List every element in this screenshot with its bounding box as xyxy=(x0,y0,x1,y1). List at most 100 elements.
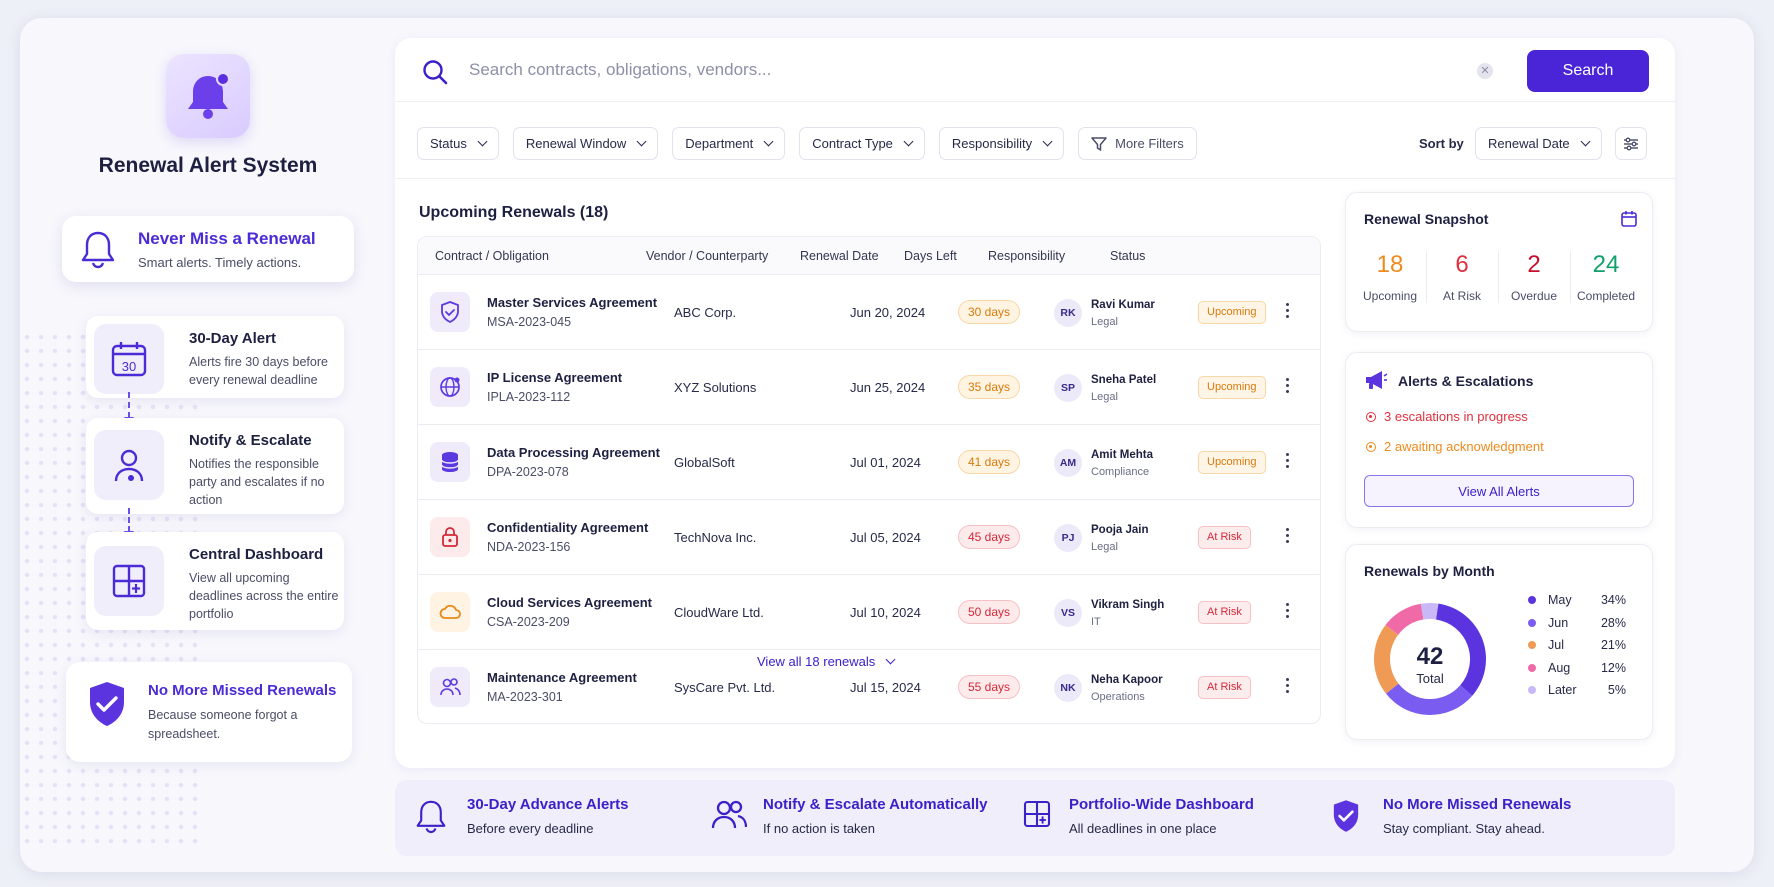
calendar-icon[interactable] xyxy=(1620,210,1638,228)
contract-name[interactable]: Master Services Agreement xyxy=(487,295,658,310)
filter-contract-type[interactable]: Contract Type xyxy=(799,127,925,160)
status-badge: Upcoming xyxy=(1198,376,1266,399)
legend-label: Aug xyxy=(1548,660,1571,675)
clear-search-icon[interactable]: ✕ xyxy=(1477,63,1493,79)
hero-card: Never Miss a Renewal Smart alerts. Timel… xyxy=(62,216,354,282)
step-card-notify-escalate: Notify & Escalate Notifies the responsib… xyxy=(86,418,344,514)
renewals-by-month-card: Renewals by Month 42 Total May 34% Jun 2… xyxy=(1345,544,1653,740)
days-left-badge: 41 days xyxy=(958,450,1021,474)
alert-line-awaiting[interactable]: 2 awaiting acknowledgment xyxy=(1366,439,1544,454)
step-title: Notify & Escalate xyxy=(189,432,312,449)
vendor-name: GlobalSoft xyxy=(674,455,735,470)
search-button[interactable]: Search xyxy=(1527,50,1649,92)
row-menu-icon[interactable] xyxy=(1286,678,1290,696)
donut-slice-jun[interactable] xyxy=(1385,683,1473,715)
responsible-person: Vikram Singh xyxy=(1091,599,1165,611)
more-filters-button[interactable]: More Filters xyxy=(1078,127,1197,160)
column-header[interactable]: Vendor / Counterparty xyxy=(646,249,769,263)
responsible-person: Neha Kapoor xyxy=(1091,674,1163,686)
step-card-30-day-alert: 30 30-Day Alert Alerts fire 30 days befo… xyxy=(86,316,344,398)
snapshot-stat[interactable]: 6 At Risk xyxy=(1426,251,1498,303)
responsible-department: Legal xyxy=(1091,391,1118,403)
view-all-renewals-link[interactable]: View all 18 renewals xyxy=(757,654,896,669)
contract-id: DPA-2023-078 xyxy=(487,465,569,479)
megaphone-icon xyxy=(1366,371,1388,389)
users-icon xyxy=(430,667,470,707)
search-input[interactable] xyxy=(469,54,1319,86)
contract-name[interactable]: Cloud Services Agreement xyxy=(487,595,652,610)
filter-responsibility[interactable]: Responsibility xyxy=(938,127,1065,160)
row-menu-icon[interactable] xyxy=(1286,603,1290,621)
table-row[interactable]: Master Services Agreement MSA-2023-045 A… xyxy=(418,275,1320,350)
flow-arrow xyxy=(124,392,134,424)
promise-card: No More Missed Renewals Because someone … xyxy=(66,662,352,762)
table-row[interactable]: Data Processing Agreement DPA-2023-078 G… xyxy=(418,425,1320,500)
view-all-alerts-button[interactable]: View All Alerts xyxy=(1364,475,1634,507)
lock-icon xyxy=(430,517,470,557)
vendor-name: TechNova Inc. xyxy=(674,530,757,545)
contract-name[interactable]: IP License Agreement xyxy=(487,370,623,385)
sort-select[interactable]: Renewal Date xyxy=(1475,127,1602,160)
vendor-name: XYZ Solutions xyxy=(674,380,757,395)
donut-slice-may[interactable] xyxy=(1435,603,1486,696)
legend-percent: 28% xyxy=(1600,615,1626,630)
filter-renewal-window[interactable]: Renewal Window xyxy=(512,127,659,160)
column-header[interactable]: Days Left xyxy=(904,249,957,263)
snapshot-stat[interactable]: 2 Overdue xyxy=(1498,251,1570,303)
promise-subtitle: Because someone forgot a spreadsheet. xyxy=(148,708,298,741)
legend-swatch xyxy=(1528,641,1536,649)
chevron-down-icon xyxy=(903,136,914,147)
calendar-30-icon: 30 xyxy=(94,324,164,394)
contract-name[interactable]: Maintenance Agreement xyxy=(487,670,637,685)
column-header[interactable]: Renewal Date xyxy=(800,249,879,263)
alert-dot-icon xyxy=(1366,441,1376,452)
legend-label: Later xyxy=(1548,683,1577,697)
chart-center-value: 42 xyxy=(1416,643,1444,670)
table-row[interactable]: Cloud Services Agreement CSA-2023-209 Cl… xyxy=(418,575,1320,650)
app-title: Renewal Alert System xyxy=(98,154,318,177)
column-header[interactable]: Contract / Obligation xyxy=(435,249,549,263)
contract-name[interactable]: Confidentiality Agreement xyxy=(487,520,649,535)
table-row[interactable]: IP License Agreement IPLA-2023-112 XYZ S… xyxy=(418,350,1320,425)
donut-slice-jul[interactable] xyxy=(1374,624,1399,694)
status-badge: At Risk xyxy=(1198,601,1251,624)
column-header[interactable]: Status xyxy=(1110,249,1146,263)
row-menu-icon[interactable] xyxy=(1286,528,1290,546)
table-row[interactable]: Confidentiality Agreement NDA-2023-156 T… xyxy=(418,500,1320,575)
status-badge: At Risk xyxy=(1198,676,1251,699)
contract-id: IPLA-2023-112 xyxy=(487,390,571,404)
row-menu-icon[interactable] xyxy=(1286,303,1290,321)
alert-line-escalations[interactable]: 3 escalations in progress xyxy=(1366,409,1528,424)
filter-status[interactable]: Status xyxy=(417,127,499,160)
renewals-section-title: Upcoming Renewals (18) xyxy=(419,204,609,221)
table-row[interactable]: Maintenance Agreement MA-2023-301 SysCar… xyxy=(418,650,1320,723)
alerts-escalations-card: Alerts & Escalations 3 escalations in pr… xyxy=(1345,352,1653,528)
column-header[interactable]: Responsibility xyxy=(988,249,1066,263)
contract-id: CSA-2023-209 xyxy=(487,615,570,629)
step-card-central-dashboard: Central Dashboard View all upcoming dead… xyxy=(86,532,344,630)
stat-label: At Risk xyxy=(1442,289,1481,303)
database-icon xyxy=(430,442,470,482)
divider xyxy=(1498,251,1499,303)
legend-percent: 5% xyxy=(1607,683,1626,697)
main-panel: ✕ Search Status Renewal Window Departmen… xyxy=(395,38,1675,768)
flow-arrow xyxy=(124,508,134,538)
legend-label: Jul xyxy=(1548,638,1564,652)
column-settings-button[interactable] xyxy=(1615,127,1647,160)
snapshot-stat[interactable]: 18 Upcoming xyxy=(1354,251,1426,303)
donut-slice-aug[interactable] xyxy=(1385,603,1424,635)
dashboard-grid-icon xyxy=(1023,800,1051,828)
responsible-person: Amit Mehta xyxy=(1091,449,1153,461)
donut-slice-later[interactable] xyxy=(1420,603,1439,620)
step-title: Central Dashboard xyxy=(189,546,324,563)
person-alert-icon xyxy=(94,430,164,500)
legend-percent: 12% xyxy=(1600,660,1626,675)
globe-icon xyxy=(430,367,470,407)
row-menu-icon[interactable] xyxy=(1286,453,1290,471)
contract-name[interactable]: Data Processing Agreement xyxy=(487,445,660,460)
chevron-down-icon xyxy=(477,136,488,147)
filter-department[interactable]: Department xyxy=(672,127,786,160)
snapshot-stat[interactable]: 24 Completed xyxy=(1570,251,1642,303)
alerts-title: Alerts & Escalations xyxy=(1398,373,1534,389)
row-menu-icon[interactable] xyxy=(1286,378,1290,396)
